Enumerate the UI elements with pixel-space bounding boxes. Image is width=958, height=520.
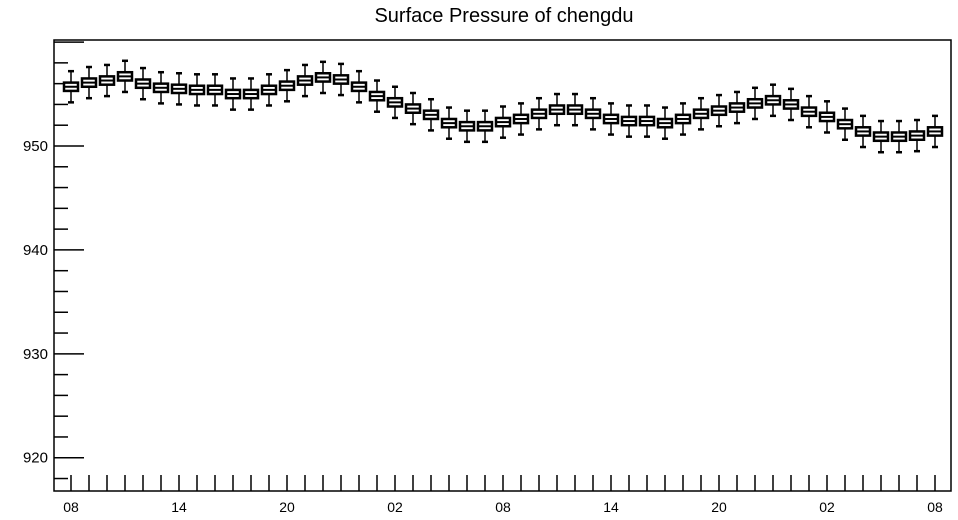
box-plot [854,114,872,149]
box-plot [314,60,332,95]
box-plot [566,92,584,127]
box-plot [242,77,260,111]
box-plot [548,92,566,127]
box-plot [692,96,710,131]
box-plot [368,79,386,113]
y-tick-label: 940 [23,242,48,259]
box-plot [710,93,728,128]
box-plot [404,91,422,126]
box-plot [296,63,314,98]
box-plot [728,90,746,125]
box-plot [908,118,926,153]
box-plot [260,73,278,107]
box-plot [278,68,296,103]
box-plot [80,65,98,100]
box-plot [116,59,134,94]
x-tick-label: 08 [927,499,943,515]
x-tick-label: 08 [63,499,79,515]
x-axis: 08 14 20 02 08 14 20 02 08 [63,475,943,515]
box-plot [332,62,350,97]
y-tick-label: 950 [23,138,48,155]
box-plot [872,119,890,154]
box-plot [836,107,854,142]
chart-title: Surface Pressure of chengdu [374,5,633,27]
x-tick-label: 20 [711,499,727,515]
box-plot [512,102,530,136]
box-plot [62,69,80,104]
box-plot [890,119,908,154]
x-tick-label: 14 [171,499,187,515]
box-plot [584,96,602,131]
box-plot [188,73,206,107]
box-plot [224,77,242,111]
box-plot [494,105,512,139]
y-tick-label: 930 [23,346,48,363]
x-tick-label: 20 [279,499,295,515]
box-plot [746,86,764,121]
box-plot [926,114,944,149]
box-plot [152,70,170,105]
y-tick-label: 920 [23,450,48,467]
x-tick-label: 02 [387,499,403,515]
box-plot [350,69,368,104]
box-plot [422,97,440,132]
box-series [62,59,944,154]
y-axis: 920 930 940 950 [23,41,84,480]
box-plot [530,96,548,131]
box-plot [602,102,620,136]
box-plot [206,73,224,107]
box-plot [476,109,494,144]
x-tick-label: 02 [819,499,835,515]
box-plot [818,100,836,134]
box-plot [170,72,188,106]
box-plot [638,104,656,138]
box-plot [674,102,692,136]
box-plot [656,106,674,140]
box-plot [782,87,800,122]
box-plot [386,85,404,120]
box-plot [98,63,116,98]
box-plot [458,109,476,144]
box-plot [764,83,782,118]
box-plot [440,106,458,140]
box-plot [620,104,638,138]
box-plot [800,94,818,129]
box-plot [134,66,152,101]
x-tick-label: 14 [603,499,619,515]
x-tick-label: 08 [495,499,511,515]
